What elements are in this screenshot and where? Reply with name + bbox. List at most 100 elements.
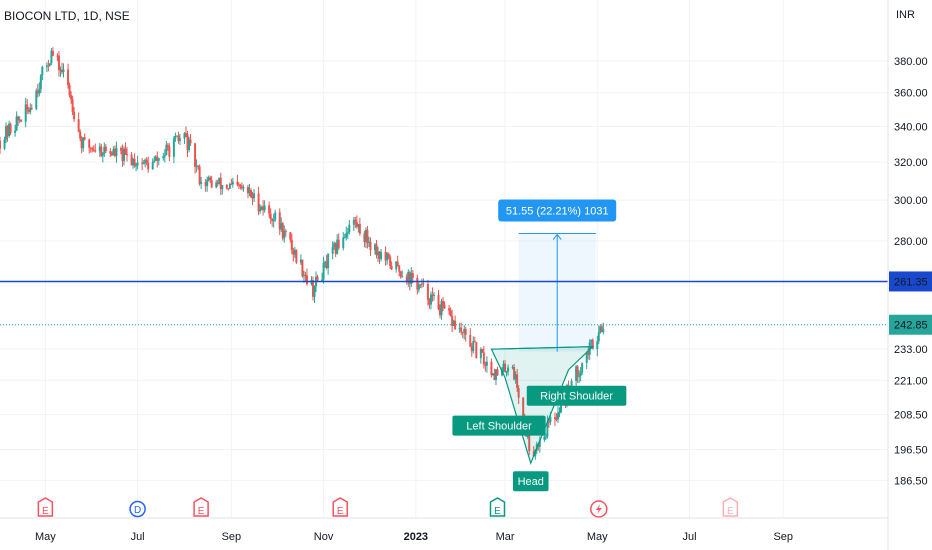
candle xyxy=(100,143,103,158)
axis-corner xyxy=(889,519,932,550)
y-tick-label: 380.00 xyxy=(894,56,928,68)
candle xyxy=(363,230,366,248)
candle-body xyxy=(260,206,263,210)
candle xyxy=(336,234,339,255)
candle-body xyxy=(221,185,224,190)
candle-body xyxy=(248,190,251,194)
candle-body xyxy=(228,184,231,189)
candle-body xyxy=(324,261,327,263)
candle-body xyxy=(289,232,292,240)
candle-body xyxy=(301,259,304,277)
candle xyxy=(133,153,136,168)
candle-body xyxy=(378,251,381,259)
candle xyxy=(284,228,287,237)
candle-body xyxy=(82,137,85,149)
candle-body xyxy=(132,158,135,166)
candle xyxy=(98,142,101,157)
candle-body xyxy=(420,283,423,285)
candle-body xyxy=(602,329,605,333)
candle-body xyxy=(337,239,340,249)
candle-body xyxy=(439,309,442,316)
candle xyxy=(177,131,180,144)
candle xyxy=(39,74,42,94)
candle xyxy=(428,298,431,309)
candle-body xyxy=(514,374,517,380)
candle-body xyxy=(454,320,457,330)
candle-body xyxy=(437,294,440,310)
candle-body xyxy=(313,286,316,297)
candle xyxy=(14,124,17,137)
pattern-label-head-box xyxy=(512,471,549,492)
candle xyxy=(587,347,590,360)
candle xyxy=(295,249,298,265)
earnings-marker xyxy=(193,497,209,517)
candle-body xyxy=(299,259,302,263)
candle xyxy=(80,135,83,154)
candle-body xyxy=(517,388,520,398)
candle-body xyxy=(553,417,556,419)
candle-body xyxy=(354,219,357,223)
candle xyxy=(386,251,389,265)
candle xyxy=(437,289,440,311)
candle-body xyxy=(88,139,91,148)
candle xyxy=(269,208,272,224)
x-tick-label: 2023 xyxy=(404,531,428,543)
candle-body xyxy=(194,143,197,167)
candle xyxy=(484,361,487,372)
candle xyxy=(369,237,372,256)
candle-body xyxy=(390,265,393,270)
x-tick-label: May xyxy=(35,531,56,543)
candle xyxy=(35,88,38,111)
candle xyxy=(197,164,200,170)
candle-body xyxy=(225,185,228,189)
candle xyxy=(240,182,243,191)
candle xyxy=(432,291,435,301)
candle xyxy=(416,274,419,295)
candle xyxy=(94,143,97,153)
earnings-marker-label: E xyxy=(42,506,49,517)
candle xyxy=(204,178,207,192)
candle xyxy=(511,364,514,370)
candle xyxy=(292,247,295,262)
candle-body xyxy=(109,151,112,154)
candle-body xyxy=(91,148,94,150)
candle xyxy=(380,249,383,262)
candle xyxy=(189,133,192,146)
candle xyxy=(407,269,410,288)
candle-body xyxy=(268,205,271,214)
earnings-marker-label: E xyxy=(198,506,205,517)
dividend-marker-label: D xyxy=(134,505,141,516)
candle xyxy=(472,336,475,354)
candle-body xyxy=(343,237,346,239)
candle-body xyxy=(549,417,552,423)
candle xyxy=(251,191,254,206)
candle-body xyxy=(505,371,508,373)
chart-title: BIOCON LTD, 1D, NSE xyxy=(4,9,130,23)
candle xyxy=(442,297,445,312)
candle xyxy=(47,59,50,72)
candle-body xyxy=(141,162,144,164)
candle xyxy=(408,270,411,291)
candle-body xyxy=(504,363,507,372)
candle-body xyxy=(57,55,60,71)
candle xyxy=(163,149,166,163)
candle-body xyxy=(262,206,265,211)
candle xyxy=(162,152,165,161)
candle xyxy=(48,63,51,67)
candle-body xyxy=(113,149,116,156)
candle-body xyxy=(507,367,510,372)
candle xyxy=(463,325,466,340)
candle-body xyxy=(396,261,399,266)
candle-body xyxy=(112,149,115,156)
candle xyxy=(124,142,127,156)
candle-body xyxy=(411,272,414,278)
candle xyxy=(130,151,133,166)
candle xyxy=(389,254,392,270)
candle-body xyxy=(133,158,136,166)
candle-body xyxy=(389,256,392,266)
candle xyxy=(9,122,12,136)
candle xyxy=(600,323,603,333)
candle xyxy=(405,273,408,285)
